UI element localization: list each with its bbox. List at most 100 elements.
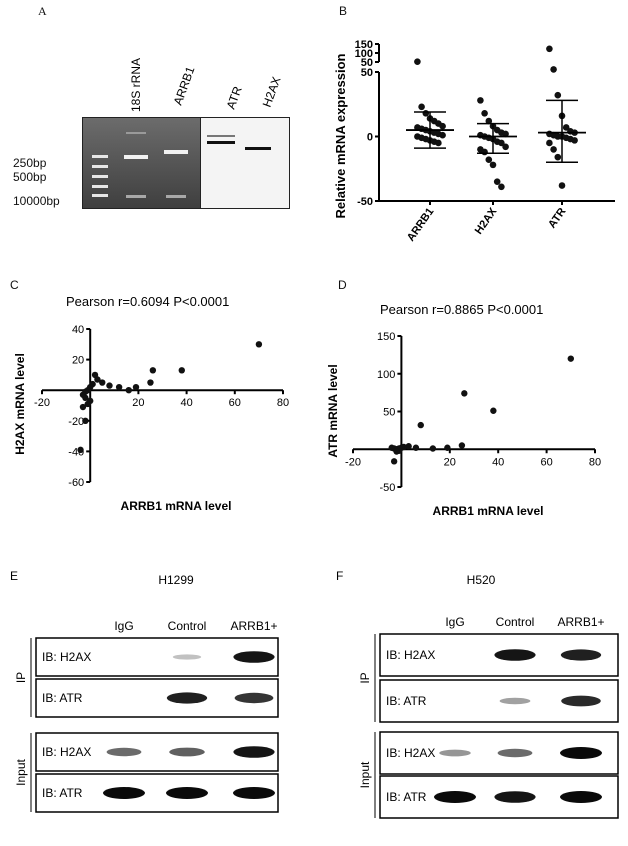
data-point-arrb1 xyxy=(439,131,446,139)
panel-b: B -50 0 50 50 100 150 Relative mRNA expression… xyxy=(315,0,628,270)
y-tick-label: 50 xyxy=(361,67,373,79)
data-point xyxy=(91,371,99,379)
blot-band xyxy=(494,791,536,803)
band-atr-faint xyxy=(207,135,235,137)
ip-label: IP xyxy=(358,672,372,683)
blot-label: IB: H2AX xyxy=(386,648,435,662)
blot-band xyxy=(172,654,202,660)
data-point-atr xyxy=(550,146,557,153)
data-point xyxy=(132,383,140,391)
data-point xyxy=(412,444,420,451)
y-tick-label: 100 xyxy=(377,369,395,381)
y-axis-label: H2AX mRNA level xyxy=(13,353,27,455)
y-axis-label: ATR mRNA level xyxy=(326,364,340,457)
ladder-label-10000bp: 10000bp xyxy=(13,194,60,208)
data-point xyxy=(458,442,466,449)
x-tick-label: 40 xyxy=(180,397,192,409)
data-point-arrb1 xyxy=(422,109,430,117)
data-point-h2ax xyxy=(477,97,484,104)
band-arrb1-primer xyxy=(166,195,186,198)
x-tick-label: -20 xyxy=(345,456,361,468)
panel-letter: B xyxy=(339,4,348,18)
y-tick-label: -60 xyxy=(68,477,84,489)
x-tick-label-h2ax: H2AX xyxy=(473,205,500,236)
data-point xyxy=(106,382,113,389)
band-18s-primer xyxy=(126,195,146,198)
gel-bands xyxy=(92,132,271,198)
column-label: IgG xyxy=(114,619,133,633)
data-point xyxy=(405,443,412,450)
data-point-h2ax xyxy=(485,156,493,164)
y-tick-label: 40 xyxy=(72,324,84,336)
gel-image-right xyxy=(200,117,290,209)
ip-label: IP xyxy=(14,672,28,683)
y-tick-label: -20 xyxy=(68,416,84,428)
blot-band xyxy=(494,649,536,661)
blot-band xyxy=(497,748,533,758)
column-label: Control xyxy=(168,619,207,633)
column-label: ARRB1+ xyxy=(557,615,604,629)
data-point-h2ax xyxy=(493,178,501,185)
data-point-h2ax xyxy=(498,183,505,191)
data-point xyxy=(99,379,106,386)
data-point xyxy=(417,421,424,429)
y-tick-label: 20 xyxy=(72,355,84,367)
data-point-atr xyxy=(558,182,566,189)
blot-band xyxy=(106,747,142,757)
cell-line-label: H1299 xyxy=(158,573,194,587)
blot-band xyxy=(233,787,275,799)
data-point xyxy=(388,444,395,451)
data-point xyxy=(429,445,437,452)
data-point-atr xyxy=(562,124,570,131)
x-tick-label-atr: ATR xyxy=(546,206,568,231)
panel-e: E H1299 IgG Control ARRB1+ IP Input IB: H2AX IB:… xyxy=(0,560,300,841)
x-tick-label: -20 xyxy=(34,397,50,409)
lane-label-h2ax: H2AX xyxy=(260,75,284,109)
y-axis-label: Relative mRNA expression xyxy=(333,53,348,218)
y-tick-label: 150 xyxy=(355,39,373,51)
panel-c: C Pearson r=0.6094 P<0.0001 -20 20 40 60 80 40… xyxy=(0,270,310,525)
y-tick-label: 100 xyxy=(355,48,373,60)
x-axis-label: ARRB1 mRNA level xyxy=(121,499,232,513)
data-point xyxy=(490,407,497,414)
blot-band xyxy=(103,787,145,799)
blot-label: IB: ATR xyxy=(42,691,83,705)
column-label: IgG xyxy=(445,615,464,629)
blot-label: IB: ATR xyxy=(386,694,427,708)
data-point-h2ax xyxy=(481,109,488,117)
ladder-band xyxy=(92,155,108,158)
data-point-atr xyxy=(571,137,578,144)
panel-letter: C xyxy=(10,278,19,292)
data-point-atr xyxy=(550,66,557,73)
data-point xyxy=(461,390,468,397)
panel-d: D Pearson r=0.8865 P<0.0001 -20 20 40 60 80 15… xyxy=(315,270,628,525)
data-point xyxy=(82,417,89,424)
data-point-h2ax xyxy=(502,130,509,138)
chart-title: Pearson r=0.8865 P<0.0001 xyxy=(380,302,543,317)
gel-lane-labels: 18S rRNA ARRB1 ATR H2AX xyxy=(129,58,284,112)
band-arrb1 xyxy=(164,150,188,154)
x-tick-label: 80 xyxy=(589,456,601,468)
panel-letter: E xyxy=(10,569,18,583)
data-point xyxy=(84,400,91,408)
chart-c: Pearson r=0.6094 P<0.0001 -20 20 40 60 80 40 20… xyxy=(13,294,289,513)
data-point xyxy=(393,448,400,455)
x-tick-label: 20 xyxy=(444,456,456,468)
data-point-atr xyxy=(546,45,553,53)
blot-band xyxy=(561,695,601,707)
band-h2ax xyxy=(245,147,271,150)
data-point-atr xyxy=(554,91,562,99)
data-point-arrb1 xyxy=(418,103,425,111)
blot-label: IB: H2AX xyxy=(42,650,91,664)
data-point-h2ax xyxy=(502,143,509,151)
band-atr xyxy=(207,141,235,144)
data-point xyxy=(255,341,263,348)
panel-f: F H520 IgG Control ARRB1+ IP Input IB: H2AX IB: … xyxy=(315,560,628,841)
blot-band xyxy=(560,791,602,803)
blot-band xyxy=(234,692,274,704)
chart-d: Pearson r=0.8865 P<0.0001 -20 20 40 60 80 150 1… xyxy=(326,302,601,518)
blot-band xyxy=(434,791,476,803)
data-point xyxy=(77,446,84,454)
blot-label: IB: H2AX xyxy=(386,746,435,760)
